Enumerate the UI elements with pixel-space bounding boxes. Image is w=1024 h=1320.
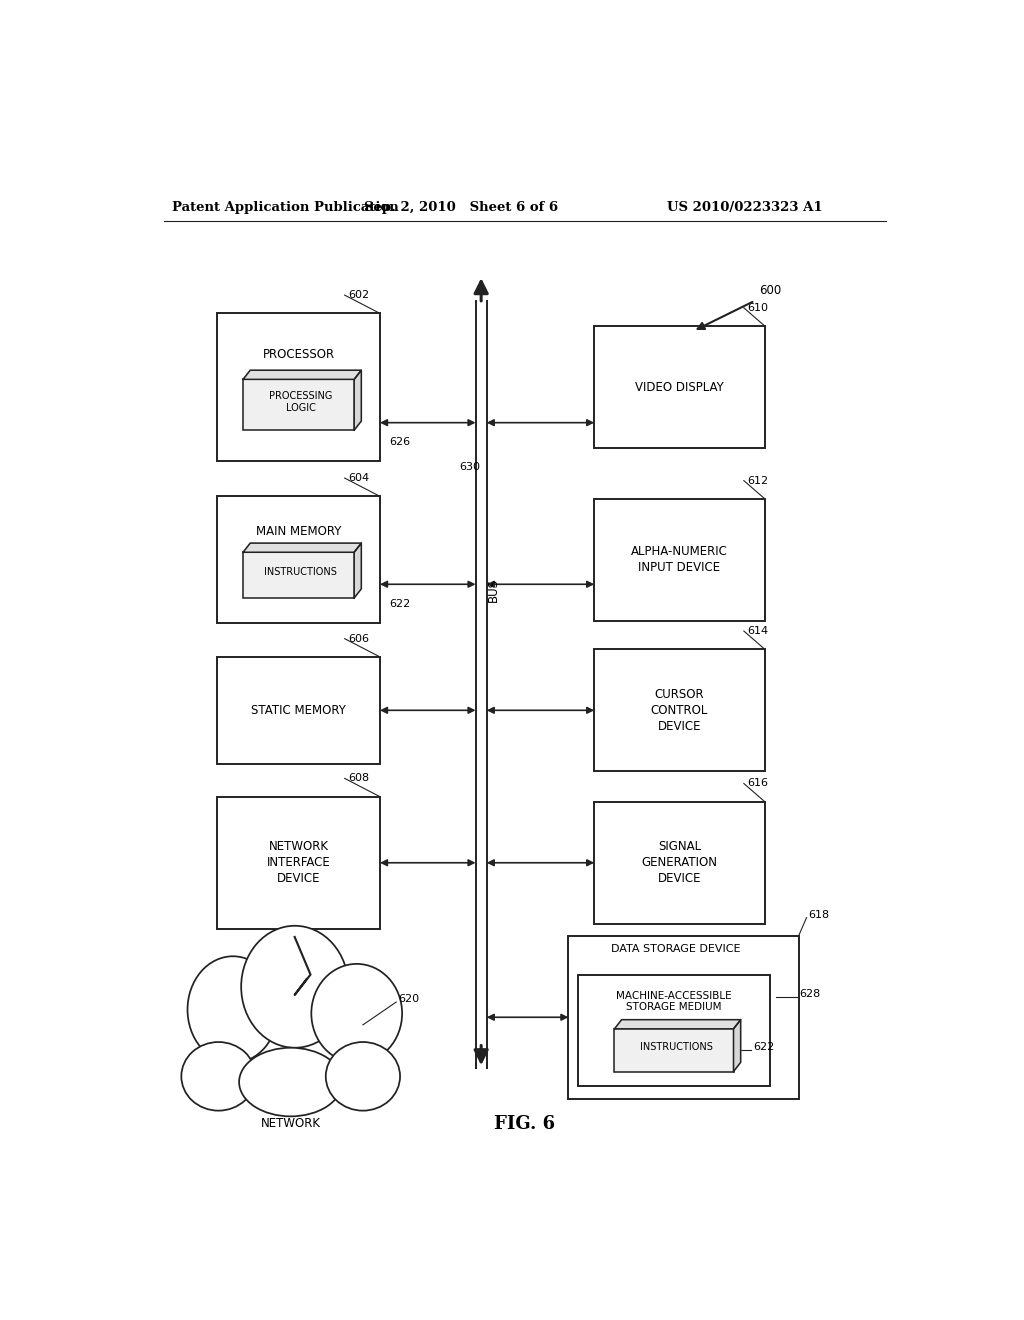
- Bar: [568, 936, 799, 1098]
- Polygon shape: [614, 1019, 740, 1028]
- Text: 622: 622: [389, 599, 411, 609]
- Bar: [243, 379, 354, 430]
- Polygon shape: [243, 370, 361, 379]
- Text: 626: 626: [389, 437, 411, 447]
- Text: 608: 608: [348, 774, 369, 783]
- Polygon shape: [243, 543, 361, 552]
- Bar: [217, 496, 380, 623]
- Text: 610: 610: [746, 302, 768, 313]
- Text: NETWORK: NETWORK: [261, 1118, 321, 1130]
- Text: ALPHA-NUMERIC
INPUT DEVICE: ALPHA-NUMERIC INPUT DEVICE: [631, 545, 728, 574]
- Text: Sep. 2, 2010   Sheet 6 of 6: Sep. 2, 2010 Sheet 6 of 6: [365, 201, 558, 214]
- Text: 622: 622: [754, 1043, 774, 1052]
- Ellipse shape: [311, 964, 402, 1063]
- Text: 614: 614: [746, 626, 768, 636]
- Text: 604: 604: [348, 473, 369, 483]
- Bar: [217, 313, 380, 461]
- Text: BUS: BUS: [486, 578, 500, 602]
- Text: DATA STORAGE DEVICE: DATA STORAGE DEVICE: [611, 944, 740, 954]
- Text: PROCESSOR: PROCESSOR: [262, 348, 335, 362]
- Ellipse shape: [326, 1041, 400, 1110]
- Text: NETWORK
INTERFACE
DEVICE: NETWORK INTERFACE DEVICE: [266, 841, 331, 886]
- Polygon shape: [354, 543, 361, 598]
- Text: 612: 612: [746, 475, 768, 486]
- Text: CURSOR
CONTROL
DEVICE: CURSOR CONTROL DEVICE: [651, 688, 709, 733]
- Text: 620: 620: [397, 994, 419, 1005]
- Bar: [594, 499, 765, 620]
- Text: 602: 602: [348, 290, 369, 300]
- Bar: [243, 552, 354, 598]
- Text: STATIC MEMORY: STATIC MEMORY: [251, 704, 346, 717]
- Text: 600: 600: [759, 284, 781, 297]
- Text: FIG. 6: FIG. 6: [495, 1115, 555, 1133]
- Text: MACHINE-ACCESSIBLE
STORAGE MEDIUM: MACHINE-ACCESSIBLE STORAGE MEDIUM: [616, 991, 732, 1012]
- Text: SIGNAL
GENERATION
DEVICE: SIGNAL GENERATION DEVICE: [642, 841, 718, 886]
- Text: US 2010/0223323 A1: US 2010/0223323 A1: [667, 201, 822, 214]
- Polygon shape: [733, 1019, 740, 1072]
- Text: 628: 628: [800, 989, 821, 999]
- Ellipse shape: [181, 1041, 256, 1110]
- Ellipse shape: [187, 956, 279, 1063]
- Text: 618: 618: [808, 909, 829, 920]
- Text: INSTRUCTIONS: INSTRUCTIONS: [640, 1043, 713, 1052]
- Bar: [579, 975, 769, 1085]
- Bar: [217, 657, 380, 764]
- Text: 630: 630: [459, 462, 480, 473]
- Polygon shape: [354, 370, 361, 430]
- Ellipse shape: [242, 925, 348, 1048]
- Bar: [594, 801, 765, 924]
- Ellipse shape: [239, 1048, 342, 1117]
- Bar: [614, 1028, 733, 1072]
- Bar: [594, 326, 765, 447]
- Text: 606: 606: [348, 634, 369, 644]
- Text: MAIN MEMORY: MAIN MEMORY: [256, 525, 341, 539]
- Text: Patent Application Publication: Patent Application Publication: [172, 201, 398, 214]
- Bar: [594, 649, 765, 771]
- Text: VIDEO DISPLAY: VIDEO DISPLAY: [635, 380, 724, 393]
- Bar: [217, 797, 380, 929]
- Text: INSTRUCTIONS: INSTRUCTIONS: [264, 568, 337, 577]
- Text: PROCESSING
LOGIC: PROCESSING LOGIC: [269, 391, 333, 413]
- Text: 616: 616: [746, 779, 768, 788]
